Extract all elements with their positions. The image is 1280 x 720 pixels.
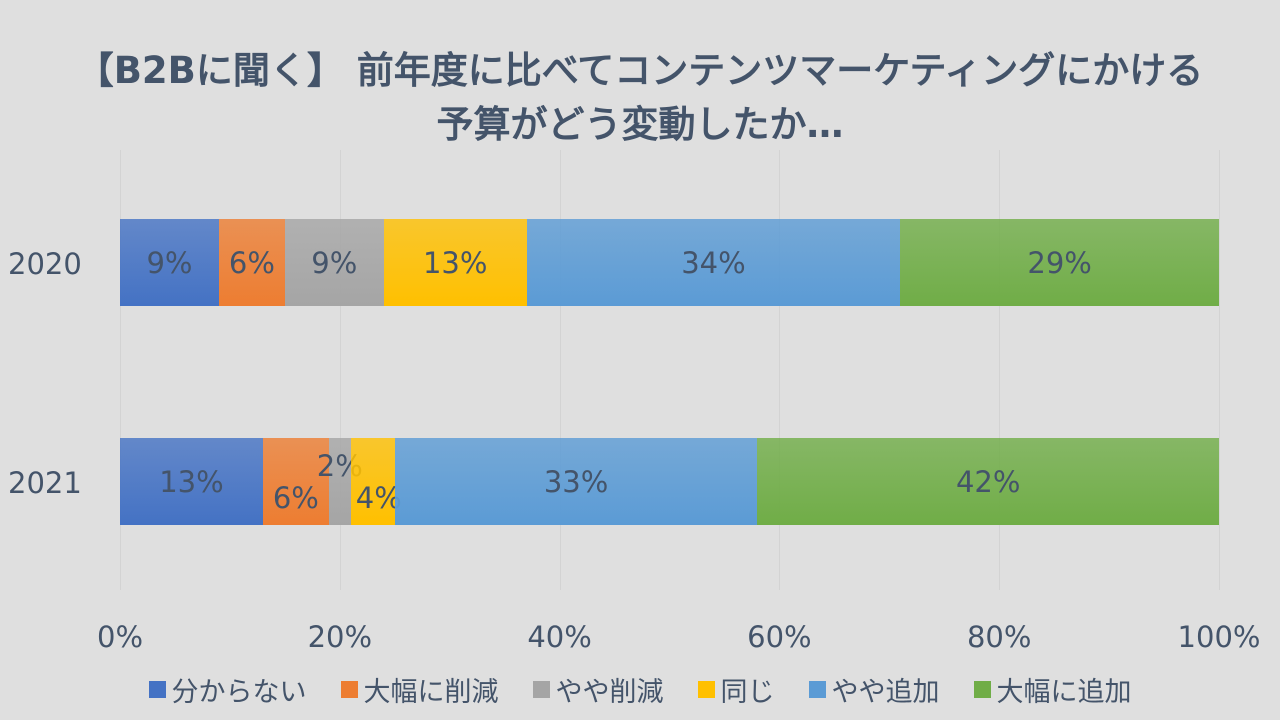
gridline — [999, 150, 1001, 590]
legend-label: やや追加 — [831, 677, 940, 708]
category-label: 2020 — [8, 247, 82, 281]
legend-label: 分からない — [171, 677, 307, 708]
title-line-2: 予算がどう変動したか… — [436, 103, 844, 146]
bar-segment — [120, 438, 263, 525]
data-label: 9% — [311, 245, 358, 280]
legend-item: やや追加 — [808, 670, 940, 709]
data-label: 13% — [422, 245, 488, 280]
bar-segment — [120, 219, 219, 306]
bar-segment — [757, 438, 1219, 525]
plot-area: 9% 6% 9% 13% 34% 29% 13% 6% 2% 4% 33% 42% — [120, 150, 1220, 590]
bar-segment — [350, 438, 395, 525]
bar-segment — [328, 438, 351, 525]
x-tick-label: 100% — [1177, 620, 1261, 654]
bar-segment — [284, 219, 384, 306]
x-tick-label: 60% — [747, 620, 812, 654]
data-label: 33% — [543, 464, 609, 499]
legend-swatch — [808, 681, 826, 698]
legend: 分からない 大幅に削減 やや削減 同じ やや追加 大幅に追加 — [0, 670, 1280, 709]
bar-segment — [394, 438, 758, 525]
data-label: 13% — [159, 464, 224, 499]
category-label: 2021 — [8, 466, 82, 500]
gridline — [339, 150, 341, 590]
legend-swatch — [340, 681, 358, 698]
legend-label: 大幅に追加 — [996, 677, 1132, 708]
data-label: 9% — [146, 245, 193, 280]
chart-title: 【B2Bに聞く】 前年度に比べてコンテンツマーケティングにかける 予算がどう変動… — [0, 44, 1280, 152]
x-tick-label: 0% — [96, 620, 144, 654]
gridline — [779, 150, 781, 590]
legend-swatch — [532, 681, 550, 698]
data-label: 6% — [228, 245, 275, 280]
gridline — [120, 150, 121, 590]
legend-swatch — [697, 681, 715, 698]
data-label: 34% — [681, 245, 746, 280]
legend-item: 大幅に追加 — [973, 670, 1132, 709]
legend-item: 分からない — [148, 670, 307, 709]
bar-segment — [900, 219, 1219, 306]
bar-segment — [218, 219, 285, 306]
legend-item: 大幅に削減 — [340, 670, 499, 709]
data-label: 6% — [272, 480, 319, 515]
gridline — [1219, 150, 1220, 590]
legend-label: やや削減 — [555, 677, 664, 708]
title-line-1: 【B2Bに聞く】 前年度に比べてコンテンツマーケティングにかける — [76, 49, 1204, 92]
x-tick-label: 80% — [966, 620, 1032, 654]
data-label: 4% — [355, 480, 402, 515]
legend-item: 同じ — [697, 670, 775, 709]
legend-swatch — [973, 681, 991, 698]
data-label: 42% — [955, 464, 1021, 499]
bar-segment — [262, 438, 329, 525]
legend-label: 大幅に削減 — [363, 677, 499, 708]
legend-swatch — [148, 681, 166, 698]
bar-segment — [526, 219, 901, 306]
gridline — [559, 150, 561, 590]
x-tick-label: 40% — [527, 620, 592, 654]
x-tick-label: 20% — [307, 620, 373, 654]
bar-segment — [383, 219, 527, 306]
legend-item: やや削減 — [532, 670, 664, 709]
data-label: 29% — [1027, 245, 1092, 280]
legend-label: 同じ — [720, 677, 775, 708]
